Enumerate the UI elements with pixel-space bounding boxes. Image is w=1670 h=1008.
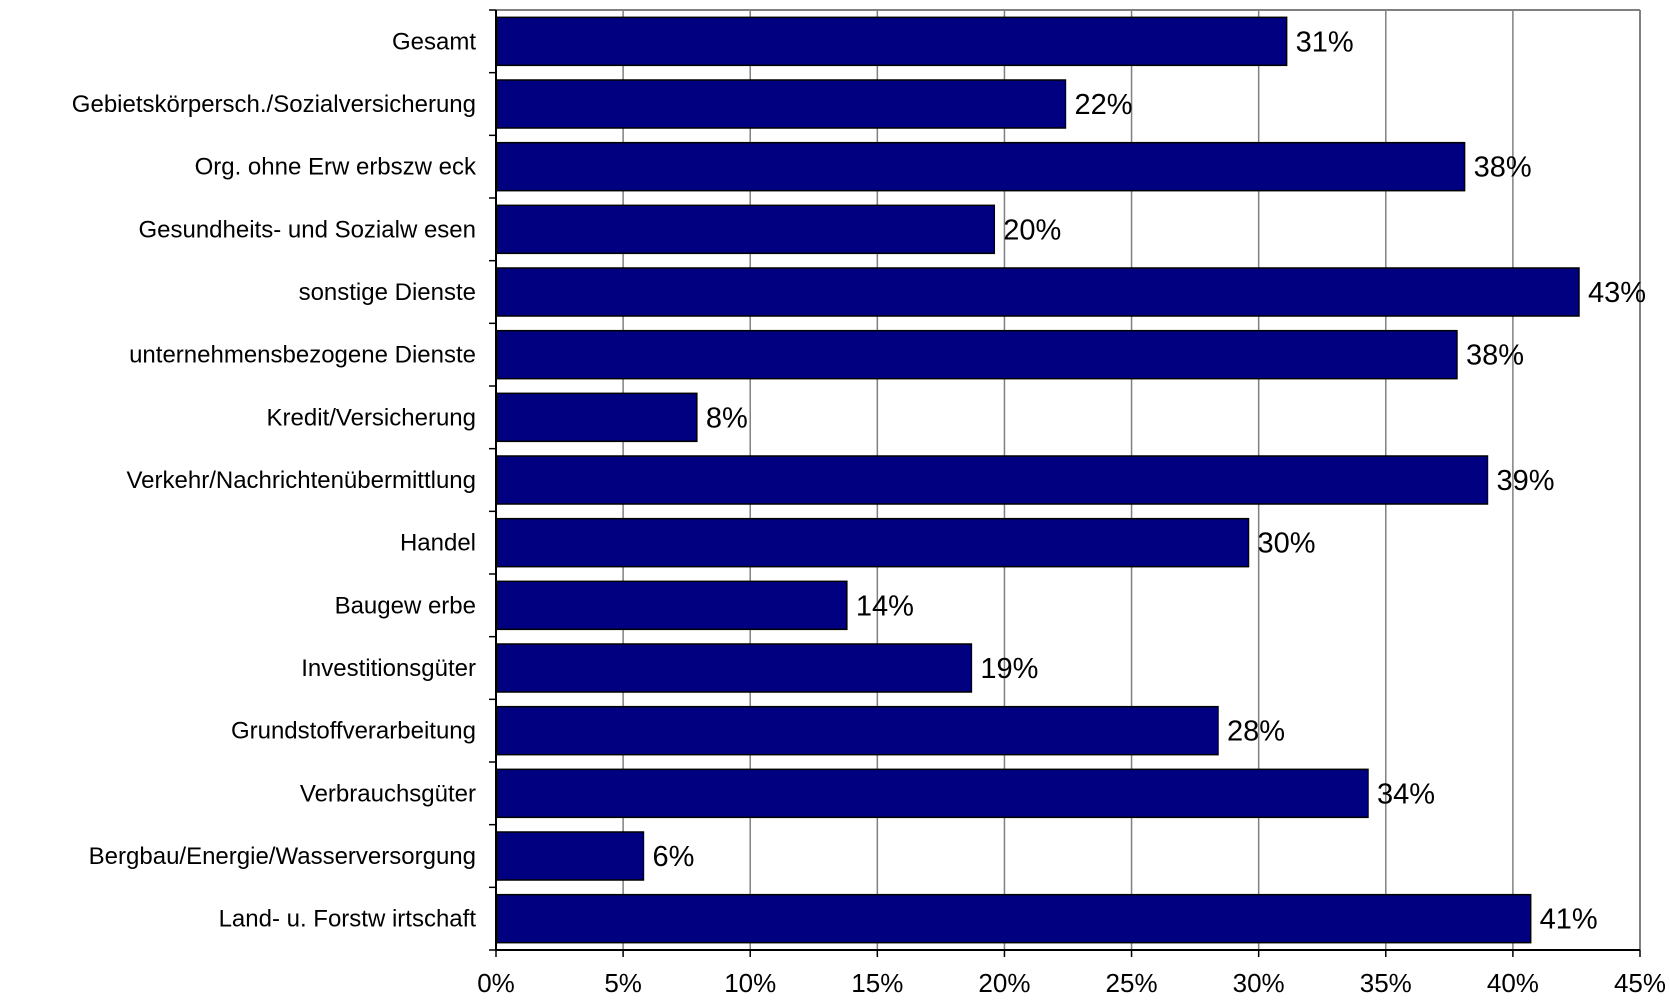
x-tick-label: 20% (978, 968, 1030, 998)
x-tick-label: 15% (851, 968, 903, 998)
bar (495, 16, 1288, 67)
category-label: Org. ohne Erw erbszw eck (195, 154, 477, 181)
data-label: 6% (652, 841, 694, 873)
x-tick-label: 35% (1360, 968, 1412, 998)
data-label: 43% (1588, 277, 1646, 309)
category-label: Land- u. Forstw irtschaft (219, 906, 477, 933)
bar (495, 141, 1466, 192)
x-tick-label: 5% (604, 968, 642, 998)
data-label: 39% (1496, 465, 1554, 497)
x-tick-label: 40% (1487, 968, 1539, 998)
bar (495, 329, 1458, 380)
data-label: 22% (1074, 89, 1132, 121)
data-label: 28% (1227, 716, 1285, 748)
data-label: 14% (856, 590, 914, 622)
category-label: Baugew erbe (335, 592, 476, 619)
category-label: sonstige Dienste (299, 279, 476, 306)
bar (495, 580, 848, 631)
data-label: 38% (1466, 340, 1524, 372)
bar (495, 893, 1532, 944)
x-tick-label: 25% (1106, 968, 1158, 998)
bar (495, 705, 1219, 756)
labels: 31% Gesamt 22% Gebietskörpersch./Sozialvers… (72, 26, 1666, 998)
data-label: 8% (706, 402, 748, 434)
axes (489, 9, 1641, 957)
category-label: Bergbau/Energie/Wasserversorgung (89, 843, 476, 870)
bar (495, 392, 698, 443)
bar (495, 643, 973, 693)
category-label: Kredit/Versicherung (267, 404, 476, 431)
bar (495, 79, 1067, 129)
x-tick-label: 10% (724, 968, 776, 998)
bar (495, 455, 1489, 505)
category-label: unternehmensbezogene Dienste (129, 342, 476, 369)
bar (495, 204, 996, 255)
data-label: 38% (1474, 152, 1532, 184)
category-label: Handel (400, 530, 476, 557)
bar (495, 768, 1369, 819)
x-tick-label: 0% (477, 968, 515, 998)
category-label: Verbrauchsgüter (300, 780, 476, 807)
data-label: 20% (1003, 214, 1061, 246)
data-label: 30% (1257, 528, 1315, 560)
bar (495, 517, 1250, 568)
data-label: 31% (1296, 26, 1354, 58)
category-label: Verkehr/Nachrichtenübermittlung (126, 467, 476, 494)
bars (495, 16, 1580, 944)
category-label: Gebietskörpersch./Sozialversicherung (72, 91, 476, 118)
data-label: 19% (980, 653, 1038, 685)
category-label: Gesamt (392, 28, 476, 55)
x-tick-label: 30% (1233, 968, 1285, 998)
data-label: 34% (1377, 778, 1435, 810)
category-label: Gesundheits- und Sozialw esen (138, 216, 476, 243)
bar (495, 831, 645, 881)
bar (495, 267, 1580, 317)
x-tick-label: 45% (1614, 968, 1666, 998)
data-label: 41% (1540, 904, 1598, 936)
category-label: Investitionsgüter (301, 655, 476, 682)
category-label: Grundstoffverarbeitung (231, 718, 476, 745)
